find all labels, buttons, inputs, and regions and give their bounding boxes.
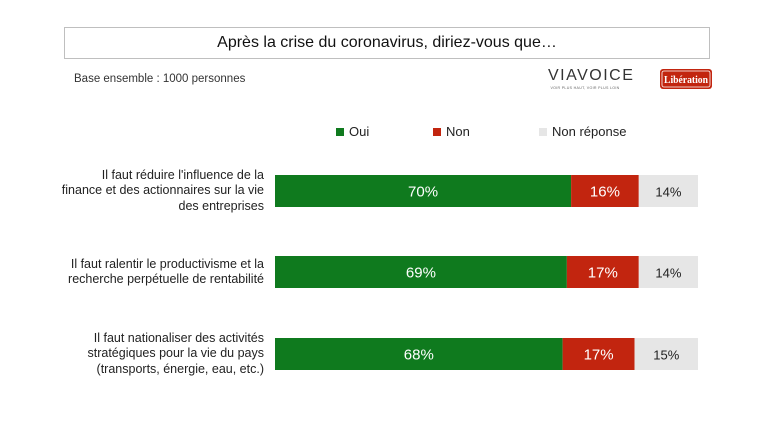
category-label-line: recherche perpétuelle de rentabilité <box>68 272 264 286</box>
liberation-logo-word: Libération <box>664 74 708 86</box>
bar-label-non-reponse-row-2: 14% <box>655 266 681 281</box>
liberation-logo: Libération <box>660 69 712 94</box>
legend-label-non-reponse: Non réponse <box>552 124 627 139</box>
liberation-logo-graphic: Libération <box>660 69 712 89</box>
bar-label-non-row-1: 16% <box>590 184 620 201</box>
bar-non-row-2 <box>566 256 639 288</box>
bar-label-non-reponse-row-3: 15% <box>653 348 679 363</box>
legend-item-oui: Oui <box>336 124 369 139</box>
category-label-row-1: Il faut réduire l'influence de la finance… <box>40 168 264 215</box>
category-label-line: (transports, énergie, eau, etc.) <box>96 361 264 376</box>
bar-label-oui-row-2: 69% <box>406 265 436 282</box>
category-label-line: Il faut ralentir le productivisme et la <box>70 256 264 271</box>
bar-non-reponse-row-1 <box>638 175 698 207</box>
bar-oui-row-2 <box>275 256 567 288</box>
bar-label-non-row-2: 17% <box>588 265 618 282</box>
chart-title: Après la crise du coronavirus, diriez-vo… <box>64 27 710 59</box>
legend-item-non-reponse: Non réponse <box>539 124 626 139</box>
bar-oui-row-3 <box>275 338 563 370</box>
bar-label-non-reponse-row-1: 14% <box>655 185 681 200</box>
legend-item-non: Non <box>433 124 470 139</box>
legend-label-non: Non <box>446 124 470 139</box>
category-label-line: finance et des actionnaires sur la vie <box>61 183 264 198</box>
bar-non-reponse-row-2 <box>638 256 698 288</box>
category-label-line: Il faut réduire l'influence de la <box>101 167 264 182</box>
category-label-row-3: Il faut nationaliser des activités straté… <box>40 330 265 378</box>
legend-swatch-non <box>433 127 441 136</box>
viavoice-logo-word: VIAVOICE <box>548 67 635 84</box>
bar-label-non-row-3: 17% <box>584 347 614 364</box>
bar-non-reponse-row-3 <box>634 338 698 370</box>
viavoice-logo-tagline: VOIR PLUS HAUT, VOIR PLUS LOIN <box>550 86 620 90</box>
category-label-line: Il faut nationaliser des activités <box>93 330 264 345</box>
bar-oui-row-1 <box>275 175 572 207</box>
bar-label-oui-row-3: 68% <box>404 347 434 364</box>
category-label-line: stratégiques pour la vie du pays <box>87 346 265 361</box>
category-label-row-2: Il faut ralentir le productivisme et la r… <box>40 257 264 288</box>
legend-swatch-non-reponse <box>539 127 547 136</box>
viavoice-logo: VIAVOICE VOIR PLUS HAUT, VOIR PLUS LOIN <box>548 67 635 92</box>
base-note: Base ensemble : 1000 personnes <box>74 73 246 85</box>
bar-non-row-3 <box>562 338 635 370</box>
bar-label-oui-row-1: 70% <box>408 184 438 201</box>
legend-label-oui: Oui <box>349 124 370 139</box>
bar-non-row-1 <box>571 175 639 207</box>
legend-swatch-oui <box>336 127 344 136</box>
category-label-line: des entreprises <box>178 198 264 213</box>
